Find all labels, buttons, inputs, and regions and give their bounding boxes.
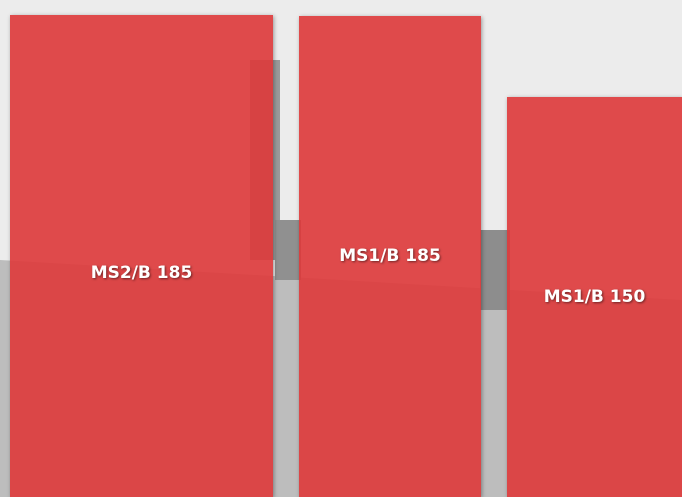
chair [480,230,510,310]
panel[interactable]: MS1/B 185 [299,16,481,497]
panel-label: MS2/B 185 [10,263,273,283]
chair [275,220,301,280]
panel-label: MS1/B 185 [299,246,481,266]
panel[interactable]: MS2/B 185 [10,15,273,497]
stage: MS2/B 185 MS1/B 185 MS1/B 150 [0,0,682,497]
page: MS2/B 185 MS1/B 185 MS1/B 150 (() => { c… [0,0,682,497]
panel-label: MS1/B 150 [507,287,682,307]
panel[interactable]: MS1/B 150 [507,97,682,497]
